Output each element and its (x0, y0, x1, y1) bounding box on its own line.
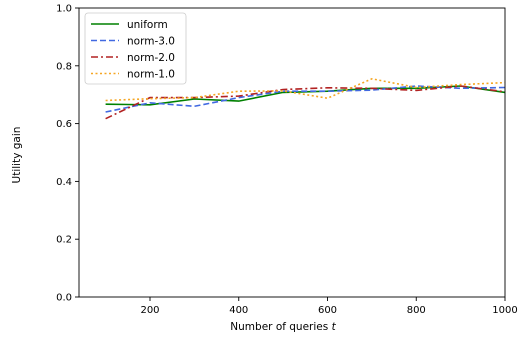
legend: uniform norm-3.0 norm-2.0 norm-1.0 (84, 12, 187, 85)
y-tick-label: 0.0 (56, 293, 72, 304)
legend-label-norm-2.0: norm-2.0 (127, 52, 175, 64)
x-axis-label: Number of queries t (230, 321, 336, 333)
x-tick-label: 600 (318, 305, 337, 316)
x-tick-label: 800 (407, 305, 426, 316)
y-tick-label: 0.2 (56, 235, 72, 246)
plot-frame (78, 7, 506, 298)
legend-label-uniform: uniform (127, 19, 168, 31)
legend-box (84, 12, 187, 85)
series-line-norm-3.0 (105, 85, 506, 113)
axes: 200 400 600 800 1000 0.0 0.2 0.4 0.6 0.8 1.0 (56, 4, 518, 317)
y-tick-label: 0.8 (56, 61, 72, 72)
series-line-norm-1.0 (105, 77, 506, 102)
x-tick-label: 200 (140, 305, 159, 316)
series-line-norm-2.0 (105, 85, 506, 120)
x-axis-label-text: Number of queries (230, 321, 331, 333)
series-lines (105, 77, 506, 120)
x-tick-label: 1000 (492, 305, 517, 316)
y-tick-label: 0.6 (56, 119, 72, 130)
x-axis-label-symbol: t (332, 321, 337, 333)
y-tick-label: 1.0 (56, 4, 72, 15)
y-tick-label: 0.4 (56, 177, 72, 188)
legend-label-norm-3.0: norm-3.0 (127, 35, 175, 47)
y-axis-label: Utility gain (11, 127, 23, 184)
x-tick-label: 400 (229, 305, 248, 316)
legend-label-norm-1.0: norm-1.0 (127, 68, 175, 80)
